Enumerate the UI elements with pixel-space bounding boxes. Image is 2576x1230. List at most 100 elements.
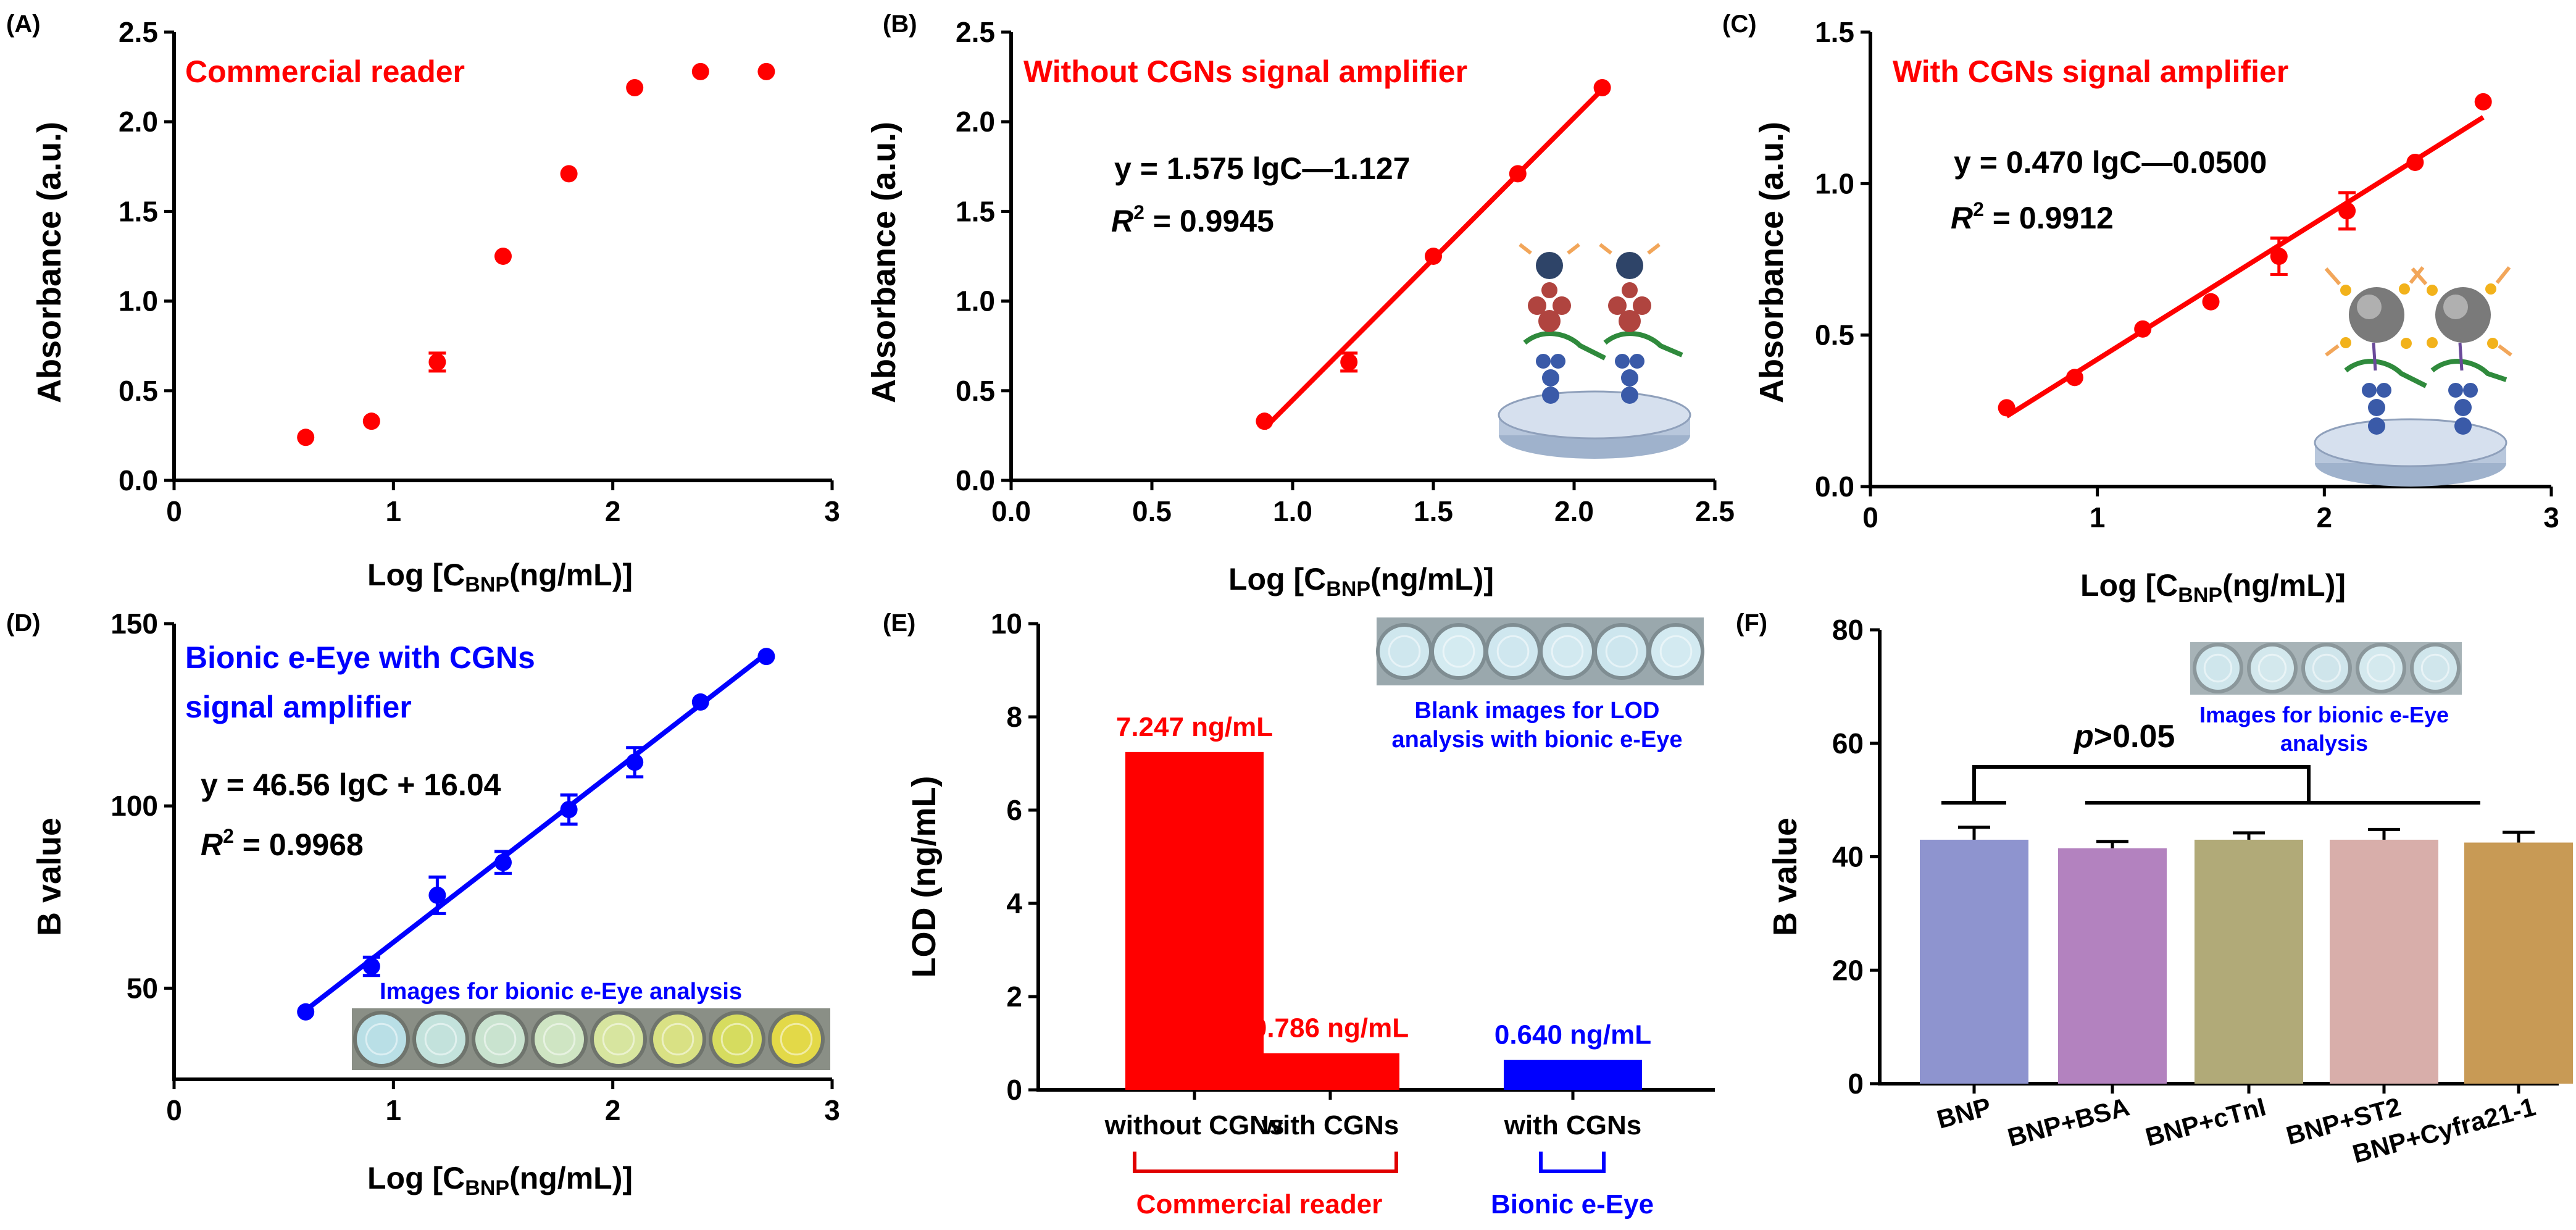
bar (2330, 839, 2438, 1084)
data-point (1256, 412, 1273, 430)
y-tick-label: 50 (127, 972, 158, 1004)
bar (1261, 1053, 1399, 1090)
data-point (757, 62, 775, 80)
group-bracket-commercial-reader (1133, 1152, 1398, 1173)
x-tick-label: 0.5 (1132, 495, 1172, 527)
well-images-strip (352, 1008, 830, 1070)
x-tick-label: 2 (605, 495, 621, 527)
data-point (494, 853, 512, 871)
well (475, 1015, 525, 1064)
y-tick-label: 10 (991, 608, 1022, 640)
data-point (1340, 353, 1358, 371)
x-axis-title: Log [CBNP(ng/mL)] (1228, 562, 1494, 601)
data-point (560, 165, 578, 183)
well-inner-ring (1388, 635, 1421, 668)
well-inner-ring (2203, 653, 2233, 683)
well-inner-ring (483, 1023, 517, 1056)
well-inner-ring (1605, 635, 1638, 668)
well-images-strip (2190, 642, 2462, 695)
y-tick-label: 0.5 (1815, 319, 1854, 351)
data-label: 0.786 ng/mL (1252, 1013, 1409, 1044)
y-axis-title: LOD (ng/mL) (906, 776, 943, 978)
data-point (560, 801, 578, 819)
bar (1920, 839, 2028, 1084)
panel-a: (A) 0.0 0.5 1.0 1.5 2.0 2.5 0 1 2 3 Commercial re… (6, 10, 840, 596)
data-point (757, 648, 775, 666)
y-axis-title: B value (31, 818, 68, 936)
well (1543, 627, 1592, 676)
legend-label-line-1: Bionic e-Eye with CGNs (185, 640, 535, 675)
r-squared: R2 = 0.9968 (201, 825, 364, 862)
significance-annotation: p>0.05 (2073, 719, 2175, 755)
well-inner-ring (2257, 653, 2287, 683)
group-label-commercial-reader: Commercial reader (1136, 1189, 1383, 1220)
y-tick-label: 1.5 (1815, 16, 1854, 48)
legend-label: Without CGNs signal amplifier (1023, 54, 1467, 89)
plot-area: 0.0 0.5 1.0 1.5 0 1 2 3 (1815, 16, 2559, 533)
well-inner-ring (1442, 635, 1475, 668)
well-inner-ring (424, 1023, 457, 1056)
data-point (2065, 369, 2083, 387)
y-tick-label: 8 (1006, 701, 1022, 733)
x-tick-label: 0.0 (991, 495, 1031, 527)
y-tick-label: 20 (1832, 954, 1864, 986)
well-inner-ring (2366, 653, 2396, 683)
x-axis-title: Log [CBNP(ng/mL)] (367, 558, 633, 596)
x-axis-title: Log [CBNP(ng/mL)] (2080, 568, 2346, 607)
well (416, 1015, 465, 1064)
well (1651, 627, 1701, 676)
y-tick-label: 150 (110, 608, 158, 640)
data-point (362, 957, 380, 975)
x-tick-label: BNP (1933, 1092, 1994, 1134)
well (2305, 646, 2348, 690)
data-point (428, 886, 446, 904)
well-inner-ring (543, 1023, 576, 1056)
well-inner-ring (1551, 635, 1584, 668)
data-point (2202, 293, 2220, 311)
x-tick-label: BNP+cTnI (2142, 1092, 2269, 1152)
data-point (2270, 248, 2288, 266)
group-bracket-bionic-e-eye (1539, 1152, 1606, 1173)
panel-label: (E) (883, 609, 915, 637)
blank-well-images (1376, 617, 1704, 685)
data-point (691, 62, 709, 80)
plot-area: 0.0 0.5 1.0 1.5 2.0 2.5 0.0 0.5 1.0 1.5 2.0 2.5 (956, 16, 1735, 527)
x-tick-label: 1.5 (1414, 495, 1453, 527)
well-inner-ring (780, 1023, 813, 1056)
y-axis-title: Absorbance (a.u.) (865, 122, 902, 403)
y-axis-title: Absorbance (a.u.) (1753, 122, 1790, 403)
x-tick-label: without CGNs (1104, 1110, 1285, 1140)
legend-label: With CGNs signal amplifier (1893, 54, 2288, 89)
y-axis-title: Absorbance (a.u.) (31, 122, 68, 403)
well (2359, 646, 2403, 690)
panel-e: (E) 0 2 4 6 8 10 7.247 ng/mL without CGNs 0.786 … (883, 608, 1715, 1220)
data-label: 0.640 ng/mL (1494, 1020, 1651, 1050)
data-point (1998, 399, 2015, 417)
data-point (1593, 79, 1611, 97)
y-tick-label: 6 (1006, 794, 1022, 826)
y-tick-label: 1.5 (119, 195, 158, 227)
x-tick-label: 2.5 (1695, 495, 1735, 527)
y-tick-label: 0.0 (119, 464, 158, 496)
y-tick-label: 0.0 (1815, 471, 1854, 503)
inset-caption-line-2: analysis (2280, 730, 2368, 756)
legend-label: Commercial reader (185, 54, 465, 89)
x-tick-label: 0 (166, 1094, 182, 1126)
data-point (2474, 93, 2492, 111)
x-tick-label: 0 (166, 495, 182, 527)
well (2196, 646, 2240, 690)
x-tick-label: 3 (824, 495, 840, 527)
fit-equation: y = 1.575 lgC—1.127 (1114, 151, 1410, 186)
inset-caption-line-1: Images for bionic e-Eye (2199, 702, 2449, 727)
y-tick-label: 2.5 (119, 16, 158, 48)
bar (1125, 751, 1264, 1090)
x-tick-label: 3 (824, 1094, 840, 1126)
inset-caption-line-2: analysis with bionic e-Eye (1392, 727, 1683, 753)
fit-line (304, 651, 768, 1013)
data-point (494, 248, 512, 265)
x-tick-label: 1.0 (1273, 495, 1312, 527)
data-point (428, 353, 446, 371)
